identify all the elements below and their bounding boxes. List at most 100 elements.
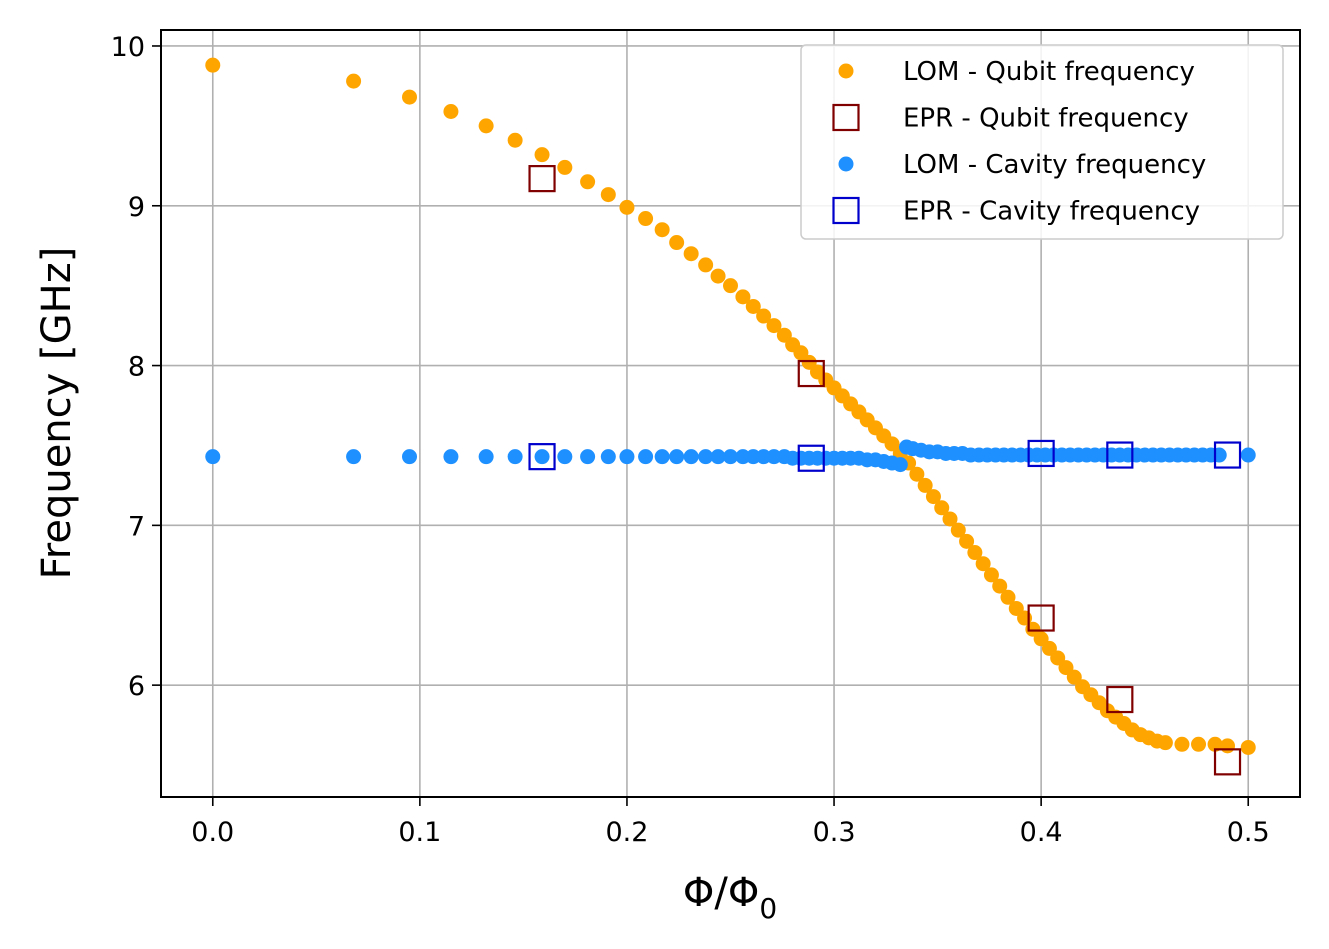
data-point-square — [1106, 441, 1134, 469]
data-point-square — [1213, 441, 1242, 469]
data-point — [638, 449, 654, 465]
data-point — [1240, 739, 1256, 755]
data-point — [654, 449, 670, 465]
x-tick-label: 0.1 — [398, 817, 441, 848]
data-point — [557, 159, 573, 175]
y-tick-label: 8 — [128, 352, 145, 383]
data-point — [346, 449, 362, 465]
data-point — [756, 308, 772, 324]
data-point — [745, 298, 761, 314]
data-point — [766, 449, 782, 465]
data-point — [205, 449, 221, 465]
data-point — [892, 457, 908, 473]
data-point — [917, 477, 933, 493]
data-point — [557, 449, 573, 465]
data-point — [698, 257, 714, 273]
series-2 — [205, 439, 1256, 473]
x-tick-label: 0.0 — [191, 817, 234, 848]
data-point — [934, 500, 950, 516]
legend-box — [800, 44, 1284, 240]
data-point — [983, 567, 999, 583]
series-3 — [528, 439, 1242, 472]
data-point — [735, 289, 751, 305]
data-point — [669, 449, 685, 465]
data-point-square — [1106, 685, 1134, 714]
data-point — [1174, 736, 1190, 752]
data-point-square — [528, 443, 556, 471]
data-point — [683, 246, 699, 262]
data-point — [950, 522, 966, 538]
data-point — [959, 533, 975, 549]
legend-label: EPR - Cavity frequency — [903, 197, 1200, 227]
data-point — [600, 187, 616, 203]
data-point — [1191, 736, 1207, 752]
data-point — [654, 222, 670, 238]
data-point — [443, 449, 459, 465]
data-point — [534, 449, 550, 465]
data-point — [925, 489, 941, 505]
data-point — [967, 545, 983, 561]
data-point — [580, 449, 596, 465]
data-point-square — [797, 444, 825, 472]
data-point — [683, 449, 699, 465]
x-axis-ticks: 0.0 0.1 0.2 0.3 0.4 0.5 — [191, 797, 1270, 848]
data-point — [478, 118, 494, 134]
data-point — [478, 449, 494, 465]
x-tick-label: 0.5 — [1227, 817, 1270, 848]
data-point-square — [1213, 748, 1242, 776]
data-point — [735, 449, 751, 465]
y-tick-label: 9 — [128, 192, 145, 223]
y-axis-ticks: 6 7 8 9 10 — [111, 32, 161, 702]
legend-marker — [838, 156, 854, 172]
legend-marker — [832, 196, 860, 225]
data-point — [507, 449, 523, 465]
data-point — [1220, 738, 1236, 754]
data-point — [205, 57, 221, 73]
data-point-square — [528, 165, 556, 193]
data-point — [723, 278, 738, 294]
data-point — [745, 449, 761, 465]
data-point — [1240, 447, 1256, 463]
data-point — [507, 132, 523, 148]
y-tick-label: 10 — [111, 32, 145, 63]
data-point — [638, 211, 654, 227]
data-point — [619, 449, 635, 465]
data-point — [1000, 589, 1016, 605]
data-point — [402, 449, 418, 465]
y-tick-label: 6 — [128, 671, 145, 702]
data-point — [766, 318, 782, 334]
data-point — [600, 449, 616, 465]
legend: LOM - Qubit frequency EPR - Qubit frequen… — [800, 44, 1284, 240]
data-point — [710, 449, 726, 465]
y-axis-title: Frequency [GHz] — [34, 247, 80, 580]
legend-label: LOM - Qubit frequency — [903, 57, 1195, 87]
data-point — [909, 466, 925, 482]
x-tick-label: 0.4 — [1020, 817, 1063, 848]
data-point — [723, 449, 738, 465]
data-point — [710, 268, 726, 284]
data-point — [443, 103, 459, 119]
data-point — [619, 199, 635, 215]
data-point-square — [797, 359, 825, 388]
legend-marker — [838, 63, 854, 79]
data-point — [992, 578, 1008, 594]
x-axis-title-subscript: 0 — [759, 892, 777, 925]
legend-label: EPR - Qubit frequency — [903, 104, 1189, 134]
series-1 — [528, 165, 1242, 776]
plot-area — [205, 57, 1256, 776]
series-0 — [205, 57, 1256, 755]
axes-frame — [160, 29, 1301, 798]
legend-label: LOM - Cavity frequency — [903, 150, 1206, 180]
data-point-square — [1027, 604, 1055, 632]
x-tick-label: 0.2 — [605, 817, 648, 848]
data-point — [346, 73, 362, 89]
data-point-square — [1027, 439, 1055, 468]
legend-marker — [832, 103, 860, 132]
data-point — [1207, 736, 1223, 752]
y-tick-label: 7 — [128, 511, 145, 542]
data-point — [1157, 735, 1173, 751]
x-axis-title: Φ/Φ0 — [683, 870, 777, 925]
data-point — [534, 147, 550, 163]
data-point — [942, 511, 958, 527]
